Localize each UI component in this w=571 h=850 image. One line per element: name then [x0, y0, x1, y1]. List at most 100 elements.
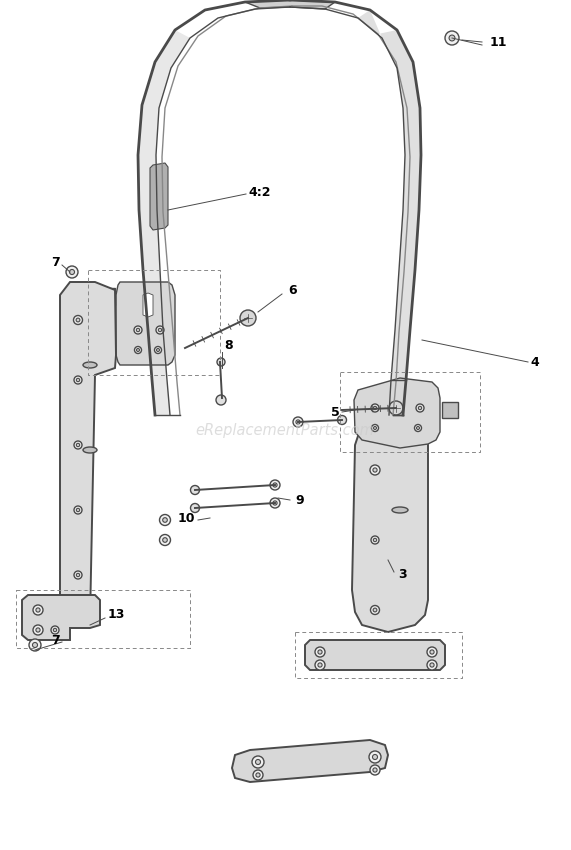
Circle shape	[369, 751, 381, 763]
Circle shape	[427, 647, 437, 657]
Ellipse shape	[83, 362, 97, 368]
Circle shape	[29, 639, 41, 651]
Circle shape	[371, 404, 379, 412]
Circle shape	[134, 326, 142, 334]
Circle shape	[273, 483, 277, 487]
Circle shape	[252, 756, 264, 768]
Circle shape	[77, 378, 80, 382]
Text: eReplacementParts.com: eReplacementParts.com	[195, 422, 375, 438]
Circle shape	[158, 328, 162, 332]
Circle shape	[33, 625, 43, 635]
Circle shape	[155, 347, 162, 354]
Circle shape	[416, 404, 424, 412]
Circle shape	[373, 608, 377, 612]
Circle shape	[372, 424, 379, 432]
Text: 7: 7	[51, 633, 60, 647]
Circle shape	[36, 628, 40, 632]
Circle shape	[373, 468, 377, 472]
Circle shape	[389, 401, 403, 415]
Circle shape	[373, 406, 377, 410]
Circle shape	[33, 643, 38, 648]
Circle shape	[445, 31, 459, 45]
Circle shape	[217, 358, 225, 366]
Text: 8: 8	[224, 338, 232, 352]
Circle shape	[371, 605, 380, 615]
Circle shape	[255, 760, 260, 764]
Circle shape	[76, 318, 80, 322]
Polygon shape	[442, 402, 458, 418]
Circle shape	[191, 485, 199, 495]
Circle shape	[273, 501, 277, 505]
Polygon shape	[245, 0, 335, 9]
Circle shape	[77, 573, 80, 576]
Circle shape	[159, 535, 171, 546]
Circle shape	[315, 660, 325, 670]
Circle shape	[74, 571, 82, 579]
Circle shape	[370, 465, 380, 475]
Circle shape	[373, 427, 376, 429]
Circle shape	[156, 326, 164, 334]
Circle shape	[371, 536, 379, 544]
Text: 7: 7	[51, 256, 60, 269]
Ellipse shape	[392, 507, 408, 513]
Polygon shape	[352, 420, 428, 632]
Circle shape	[449, 35, 455, 41]
Circle shape	[163, 518, 167, 522]
Circle shape	[373, 538, 377, 541]
Circle shape	[66, 266, 78, 278]
Circle shape	[315, 647, 325, 657]
Circle shape	[135, 347, 142, 354]
Circle shape	[240, 310, 256, 326]
Circle shape	[370, 765, 380, 775]
Circle shape	[430, 650, 434, 654]
Polygon shape	[60, 282, 116, 625]
Text: 13: 13	[108, 608, 126, 620]
Circle shape	[293, 417, 303, 427]
Circle shape	[33, 605, 43, 615]
Circle shape	[77, 508, 80, 512]
Circle shape	[70, 269, 75, 275]
Circle shape	[415, 424, 421, 432]
Circle shape	[318, 663, 322, 667]
Circle shape	[191, 503, 199, 513]
Circle shape	[318, 650, 322, 654]
Text: 6: 6	[288, 284, 296, 297]
Text: 11: 11	[490, 36, 508, 48]
Circle shape	[427, 660, 437, 670]
Polygon shape	[143, 293, 153, 317]
Circle shape	[77, 444, 80, 447]
Circle shape	[337, 416, 347, 424]
Text: 5: 5	[331, 405, 340, 418]
Text: 3: 3	[398, 569, 407, 581]
Circle shape	[163, 538, 167, 542]
Circle shape	[430, 663, 434, 667]
Polygon shape	[138, 30, 190, 415]
Circle shape	[53, 628, 57, 632]
Circle shape	[74, 315, 82, 325]
Circle shape	[373, 768, 377, 772]
Circle shape	[51, 626, 59, 634]
Circle shape	[74, 441, 82, 449]
Circle shape	[253, 770, 263, 780]
Polygon shape	[305, 640, 445, 670]
Circle shape	[270, 480, 280, 490]
Circle shape	[296, 420, 300, 424]
Circle shape	[74, 376, 82, 384]
Ellipse shape	[83, 447, 97, 453]
Circle shape	[136, 348, 139, 351]
Text: 9: 9	[295, 494, 304, 507]
Circle shape	[419, 406, 421, 410]
Polygon shape	[354, 378, 440, 448]
Polygon shape	[116, 282, 175, 365]
Circle shape	[416, 427, 420, 429]
Circle shape	[36, 608, 40, 612]
Circle shape	[216, 395, 226, 405]
Circle shape	[270, 498, 280, 508]
Circle shape	[136, 328, 140, 332]
Circle shape	[372, 755, 377, 760]
Circle shape	[74, 506, 82, 514]
Polygon shape	[232, 740, 388, 782]
Polygon shape	[22, 595, 100, 640]
Circle shape	[256, 773, 260, 777]
Polygon shape	[358, 10, 421, 415]
